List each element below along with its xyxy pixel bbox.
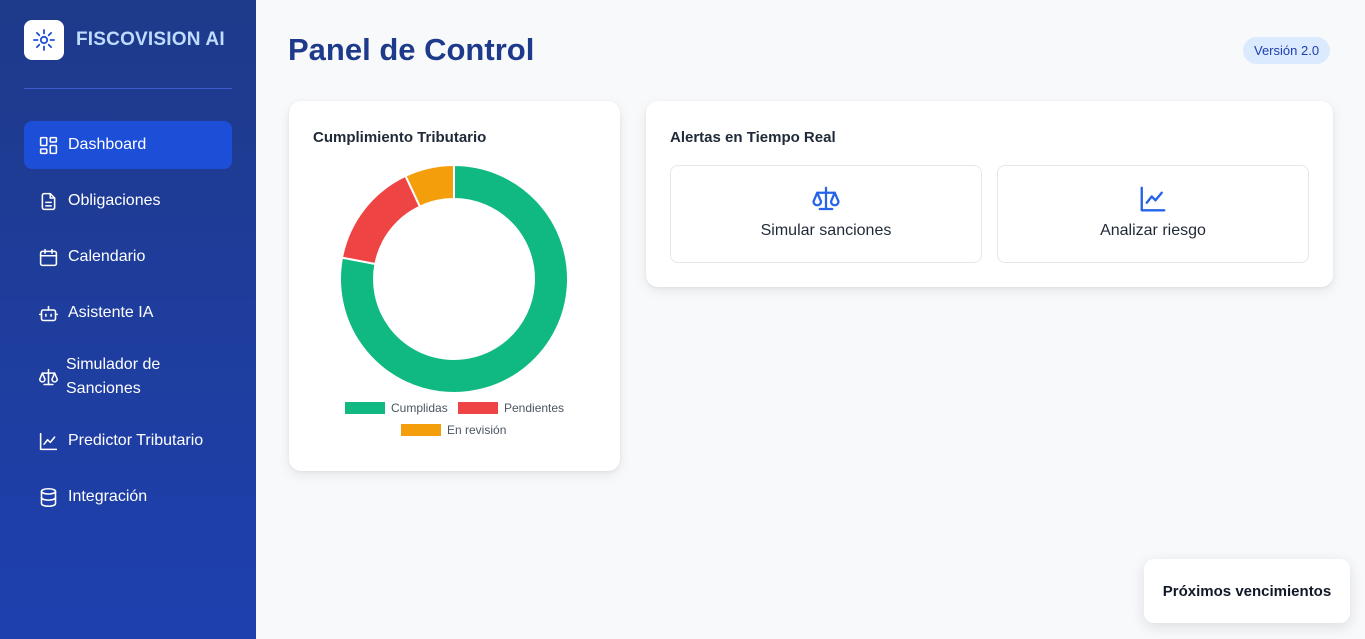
sidebar-item-label: Simulador de Sanciones xyxy=(66,356,161,397)
scale-icon xyxy=(37,366,59,388)
donut-slice-pendientes[interactable] xyxy=(340,174,422,266)
legend-swatch xyxy=(401,424,441,436)
sidebar-item-integracion[interactable]: Integración xyxy=(24,473,232,521)
sidebar-item-dashboard[interactable]: Dashboard xyxy=(24,121,232,169)
legend-label: En revisión xyxy=(447,423,507,437)
sidebar-item-label: Predictor Tributario xyxy=(68,432,204,449)
sparkle-icon xyxy=(24,20,64,60)
trend-chart-icon xyxy=(1138,184,1168,214)
compliance-card-title: Cumplimiento Tributario xyxy=(313,129,487,146)
analyze-risk-button[interactable]: Analizar riesgo xyxy=(997,165,1309,263)
sidebar-item-label: Obligaciones xyxy=(68,192,161,209)
sidebar-item-simulador-sanciones[interactable]: Simulador de Sanciones xyxy=(24,345,232,409)
version-badge: Versión 2.0 xyxy=(1243,37,1331,64)
simulate-sanctions-button[interactable]: Simular sanciones xyxy=(670,165,982,263)
sidebar-item-asistente-ia[interactable]: Asistente IA xyxy=(24,289,232,337)
compliance-donut-chart xyxy=(339,163,569,394)
page-title: Panel de Control xyxy=(288,32,535,67)
sidebar-item-label: Asistente IA xyxy=(68,304,154,321)
sidebar: FISCOVISION AI Dashboard Obligaciones xyxy=(0,0,256,639)
donut-slice-cumplidas[interactable] xyxy=(339,163,569,394)
brand[interactable]: FISCOVISION AI xyxy=(24,20,225,60)
sidebar-divider xyxy=(24,88,232,89)
scale-icon xyxy=(811,184,841,214)
dashboard-grid-icon xyxy=(37,134,59,156)
alerts-card: Alertas en Tiempo Real Simular sanciones… xyxy=(646,101,1333,287)
sidebar-item-predictor-tributario[interactable]: Predictor Tributario xyxy=(24,417,232,465)
line-chart-icon xyxy=(37,430,59,452)
legend-item-pendientes[interactable]: Pendientes xyxy=(458,401,564,415)
legend-swatch xyxy=(458,402,498,414)
sidebar-item-calendario[interactable]: Calendario xyxy=(24,233,232,281)
calendar-icon xyxy=(37,246,59,268)
document-icon xyxy=(37,190,59,212)
donut-slice-en-revisión[interactable] xyxy=(404,163,455,208)
legend-item-en-revision[interactable]: En revisión xyxy=(401,423,506,437)
brand-name: FISCOVISION AI xyxy=(76,29,225,50)
sidebar-item-obligaciones[interactable]: Obligaciones xyxy=(24,177,232,225)
legend-label: Pendientes xyxy=(504,401,565,415)
legend-item-cumplidas[interactable]: Cumplidas xyxy=(345,401,448,415)
upcoming-deadlines-button[interactable]: Próximos vencimientos xyxy=(1144,559,1350,623)
sidebar-nav: Dashboard Obligaciones Calendario xyxy=(24,121,232,529)
compliance-card: Cumplimiento Tributario Cumplidas Pendie… xyxy=(289,101,620,471)
legend-label: Cumplidas xyxy=(391,401,448,415)
robot-icon xyxy=(37,302,59,324)
action-label: Simular sanciones xyxy=(760,222,892,239)
action-label: Analizar riesgo xyxy=(1100,222,1206,239)
alerts-card-title: Alertas en Tiempo Real xyxy=(670,129,836,146)
database-icon xyxy=(37,486,59,508)
sidebar-item-label: Dashboard xyxy=(68,136,147,153)
sidebar-item-label: Calendario xyxy=(68,248,146,265)
legend-swatch xyxy=(345,402,385,414)
sidebar-item-label: Integración xyxy=(68,488,148,505)
